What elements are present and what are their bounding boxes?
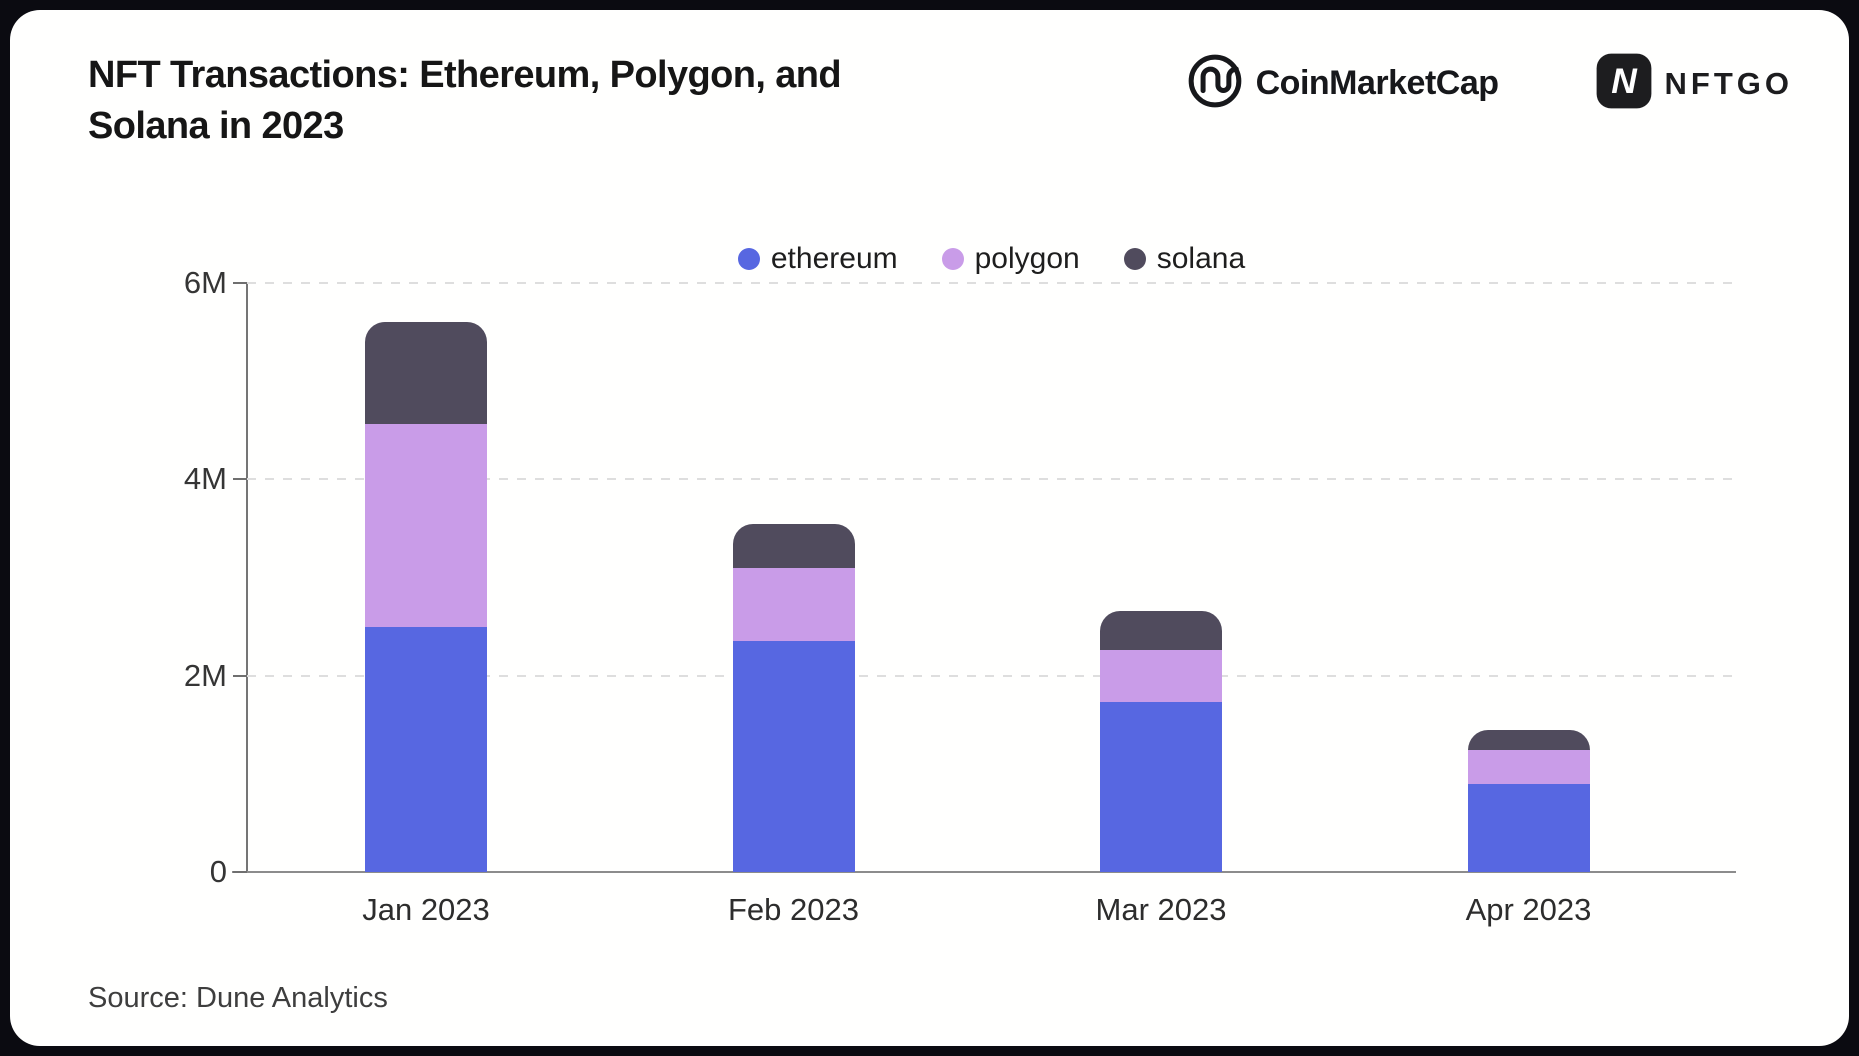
gridline-6m xyxy=(247,282,1736,284)
nftgo-logo: N NFTGO xyxy=(1595,52,1794,115)
x-tick-label-mar-2023: Mar 2023 xyxy=(1095,892,1227,927)
chart-legend: ethereum polygon solana xyxy=(247,242,1736,276)
chart-title-line-1: NFT Transactions: Ethereum, Polygon, and xyxy=(88,54,842,96)
gridline-2m xyxy=(247,674,1736,677)
legend-dot-polygon xyxy=(941,248,964,270)
y-tick-label-4m: 4M xyxy=(183,461,227,497)
bar-segment-polygon-feb-2023 xyxy=(732,567,855,642)
nftgo-icon: N xyxy=(1595,52,1653,115)
coinmarketcap-wordmark: CoinMarketCap xyxy=(1255,64,1499,102)
y-tick-label-0: 0 xyxy=(209,854,227,889)
legend-dot-solana xyxy=(1123,248,1146,270)
legend-label-solana: solana xyxy=(1156,242,1246,275)
brand-logos: CoinMarketCap N NFTGO xyxy=(1186,52,1793,115)
legend-item-ethereum: ethereum xyxy=(737,242,898,276)
nftgo-wordmark: NFTGO xyxy=(1664,65,1793,101)
coinmarketcap-logo: CoinMarketCap xyxy=(1186,52,1499,115)
y-tick-label-2m: 2M xyxy=(183,657,227,693)
bar-segment-solana-apr-2023 xyxy=(1467,729,1590,751)
svg-text:N: N xyxy=(1611,61,1638,101)
bar-segment-solana-feb-2023 xyxy=(732,523,855,568)
gridline-4m xyxy=(247,478,1736,481)
bar-segment-polygon-mar-2023 xyxy=(1100,650,1222,703)
bar-segment-solana-mar-2023 xyxy=(1100,610,1222,651)
x-tick-label-jan-2023: Jan 2023 xyxy=(362,892,490,927)
bar-jan-2023 xyxy=(365,322,487,872)
legend-item-solana: solana xyxy=(1123,242,1246,276)
chart-title-line-2: Solana in 2023 xyxy=(88,105,344,147)
y-tick-mark-0 xyxy=(233,871,247,873)
y-tick-label-6m: 6M xyxy=(183,265,227,300)
x-tick-label-feb-2023: Feb 2023 xyxy=(728,892,859,927)
legend-label-ethereum: ethereum xyxy=(770,242,898,275)
bar-segment-ethereum-jan-2023 xyxy=(365,626,487,872)
x-tick-label-apr-2023: Apr 2023 xyxy=(1465,892,1592,927)
bar-segment-solana-jan-2023 xyxy=(365,322,487,425)
legend-label-polygon: polygon xyxy=(974,242,1080,275)
chart-card: NFT Transactions: Ethereum, Polygon, and… xyxy=(10,10,1849,1046)
x-axis-baseline xyxy=(232,871,1736,873)
bar-feb-2023 xyxy=(732,523,855,872)
legend-dot-ethereum xyxy=(737,248,760,270)
bar-apr-2023 xyxy=(1467,729,1590,872)
y-axis-line xyxy=(246,283,248,872)
bar-segment-polygon-jan-2023 xyxy=(365,424,487,627)
y-tick-mark-6m xyxy=(233,282,247,284)
legend-item-polygon: polygon xyxy=(941,242,1080,276)
plot-area: 0 2M 4M 6M Jan 2023 Feb 2023 Mar 2023 Apr 2023 xyxy=(10,10,1849,1046)
chart-title: NFT Transactions: Ethereum, Polygon, and… xyxy=(88,50,842,152)
bar-segment-ethereum-mar-2023 xyxy=(1100,702,1222,872)
bar-segment-polygon-apr-2023 xyxy=(1467,750,1590,784)
coinmarketcap-icon xyxy=(1186,52,1244,115)
source-caption: Source: Dune Analytics xyxy=(88,982,388,1014)
bar-segment-ethereum-apr-2023 xyxy=(1467,783,1590,872)
y-tick-mark-4m xyxy=(233,478,247,481)
y-tick-mark-2m xyxy=(233,674,247,677)
bar-mar-2023 xyxy=(1100,610,1222,872)
bar-segment-ethereum-feb-2023 xyxy=(732,641,855,872)
